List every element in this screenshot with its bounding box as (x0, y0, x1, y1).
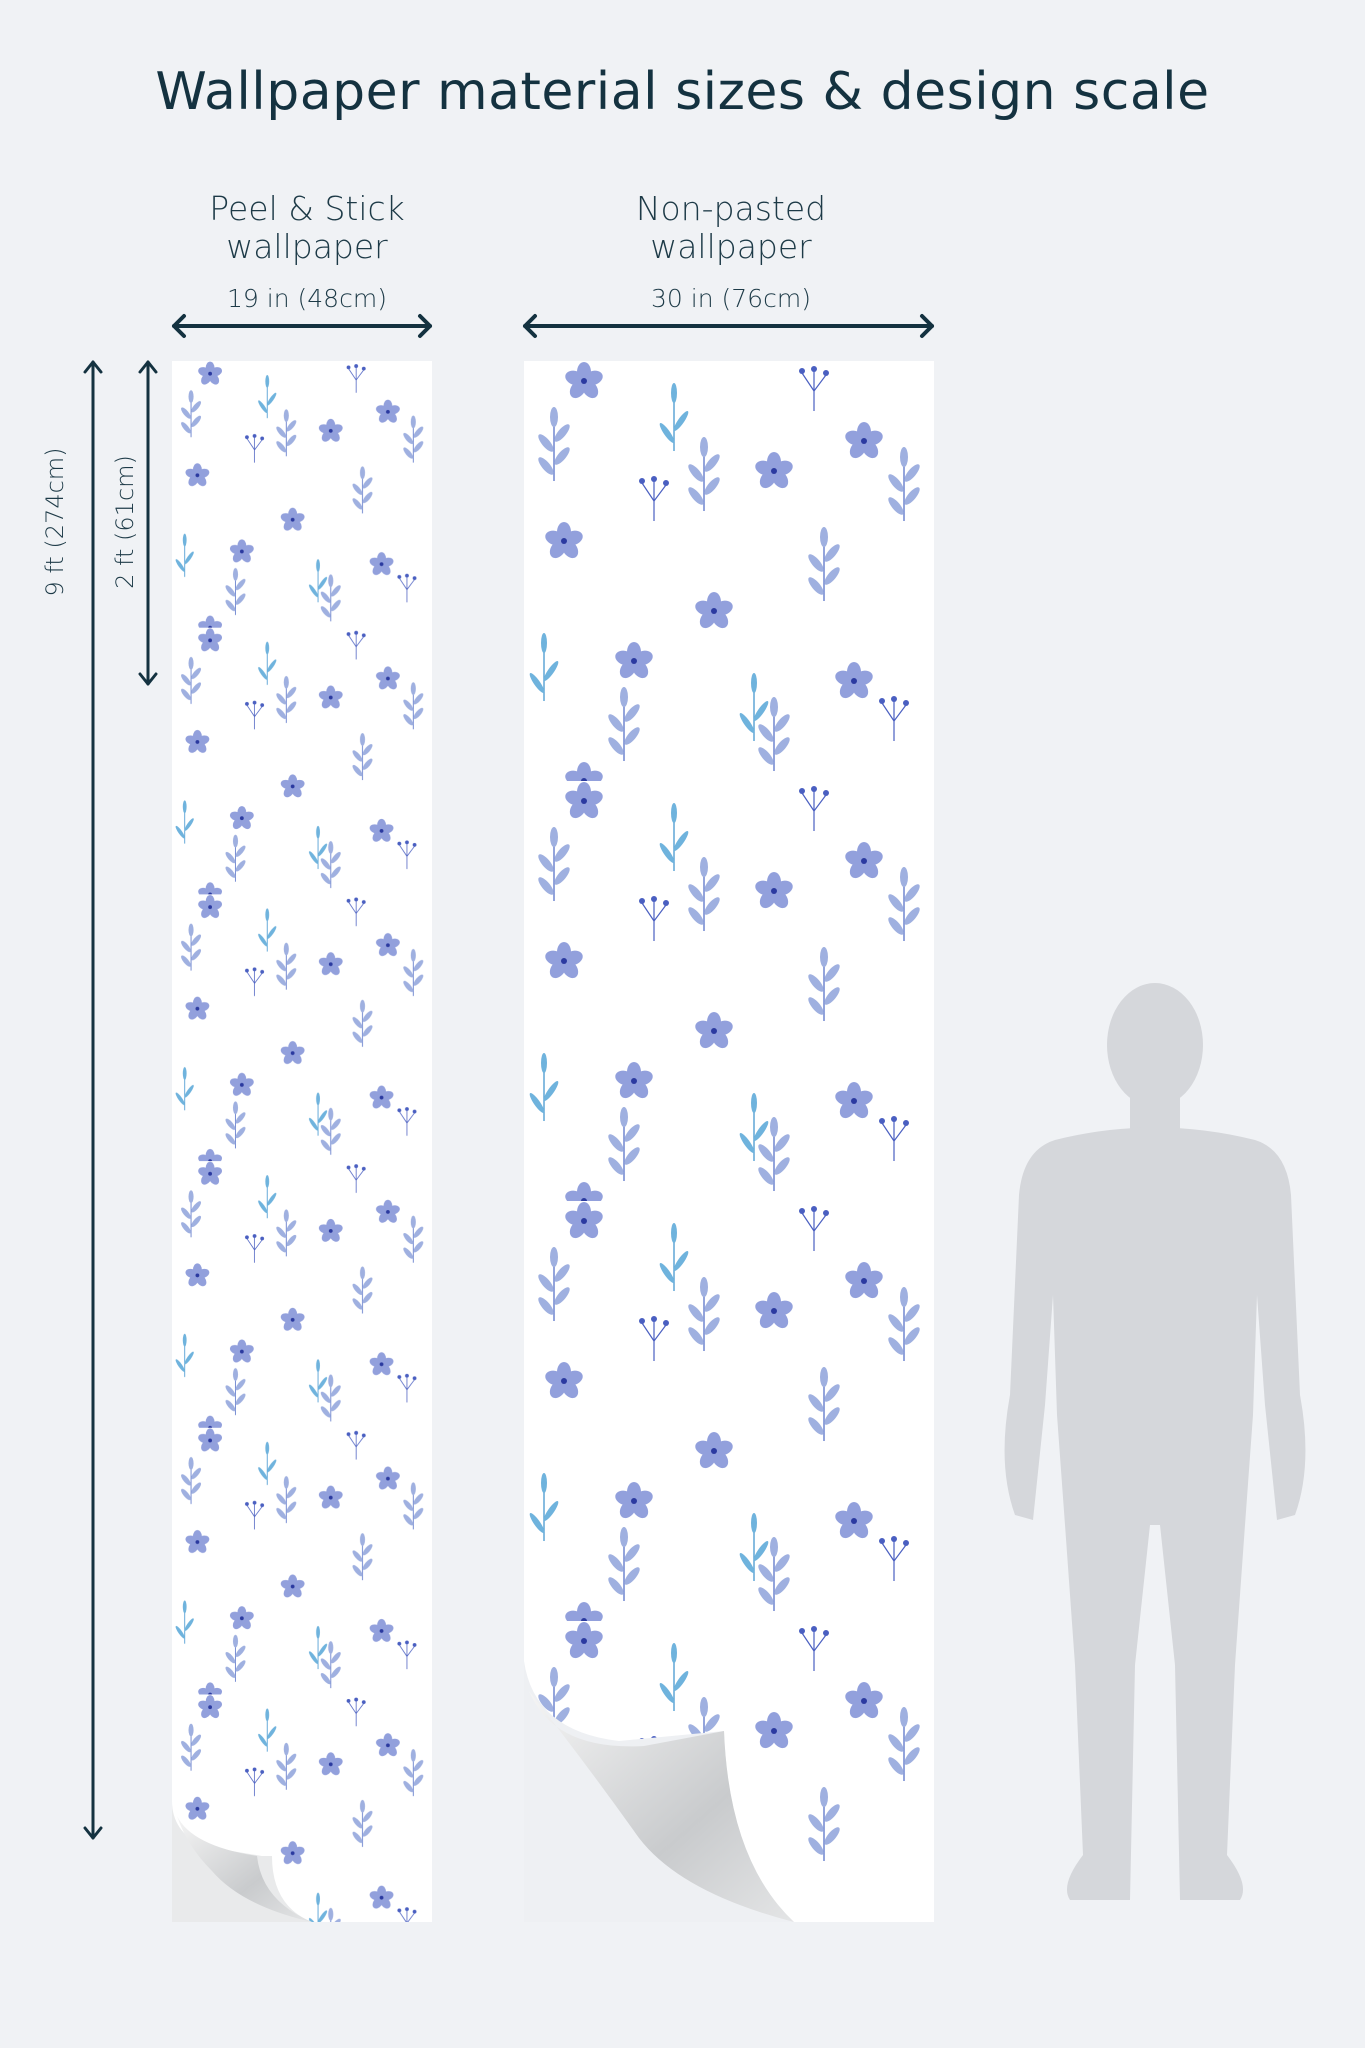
non-pasted-label-line2: wallpaper (650, 227, 812, 266)
page-title: Wallpaper material sizes & design scale (155, 62, 1210, 122)
non-pasted-wallpaper-panel (524, 361, 934, 1922)
non-pasted-label: Non-pasted wallpaper (581, 190, 881, 266)
peel-stick-wallpaper-panel (172, 361, 432, 1922)
peel-stick-width-label: 19 in (48cm) (227, 284, 387, 313)
total-height-label: 9 ft (274cm) (41, 447, 69, 597)
non-pasted-width-label: 30 in (76cm) (651, 284, 811, 313)
peel-stick-label-line1: Peel & Stick (209, 189, 405, 228)
non-pasted-width-arrow-icon (523, 314, 934, 338)
repeat-height-label: 2 ft (61cm) (111, 455, 139, 589)
repeat-height-arrow-icon (138, 360, 158, 686)
total-height-arrow-icon (83, 360, 103, 1840)
non-pasted-label-line1: Non-pasted (635, 189, 827, 228)
peel-stick-width-arrow-icon (172, 314, 432, 338)
peel-stick-label-line2: wallpaper (226, 227, 388, 266)
peel-stick-label: Peel & Stick wallpaper (157, 190, 457, 266)
human-silhouette-icon (1004, 983, 1306, 1900)
